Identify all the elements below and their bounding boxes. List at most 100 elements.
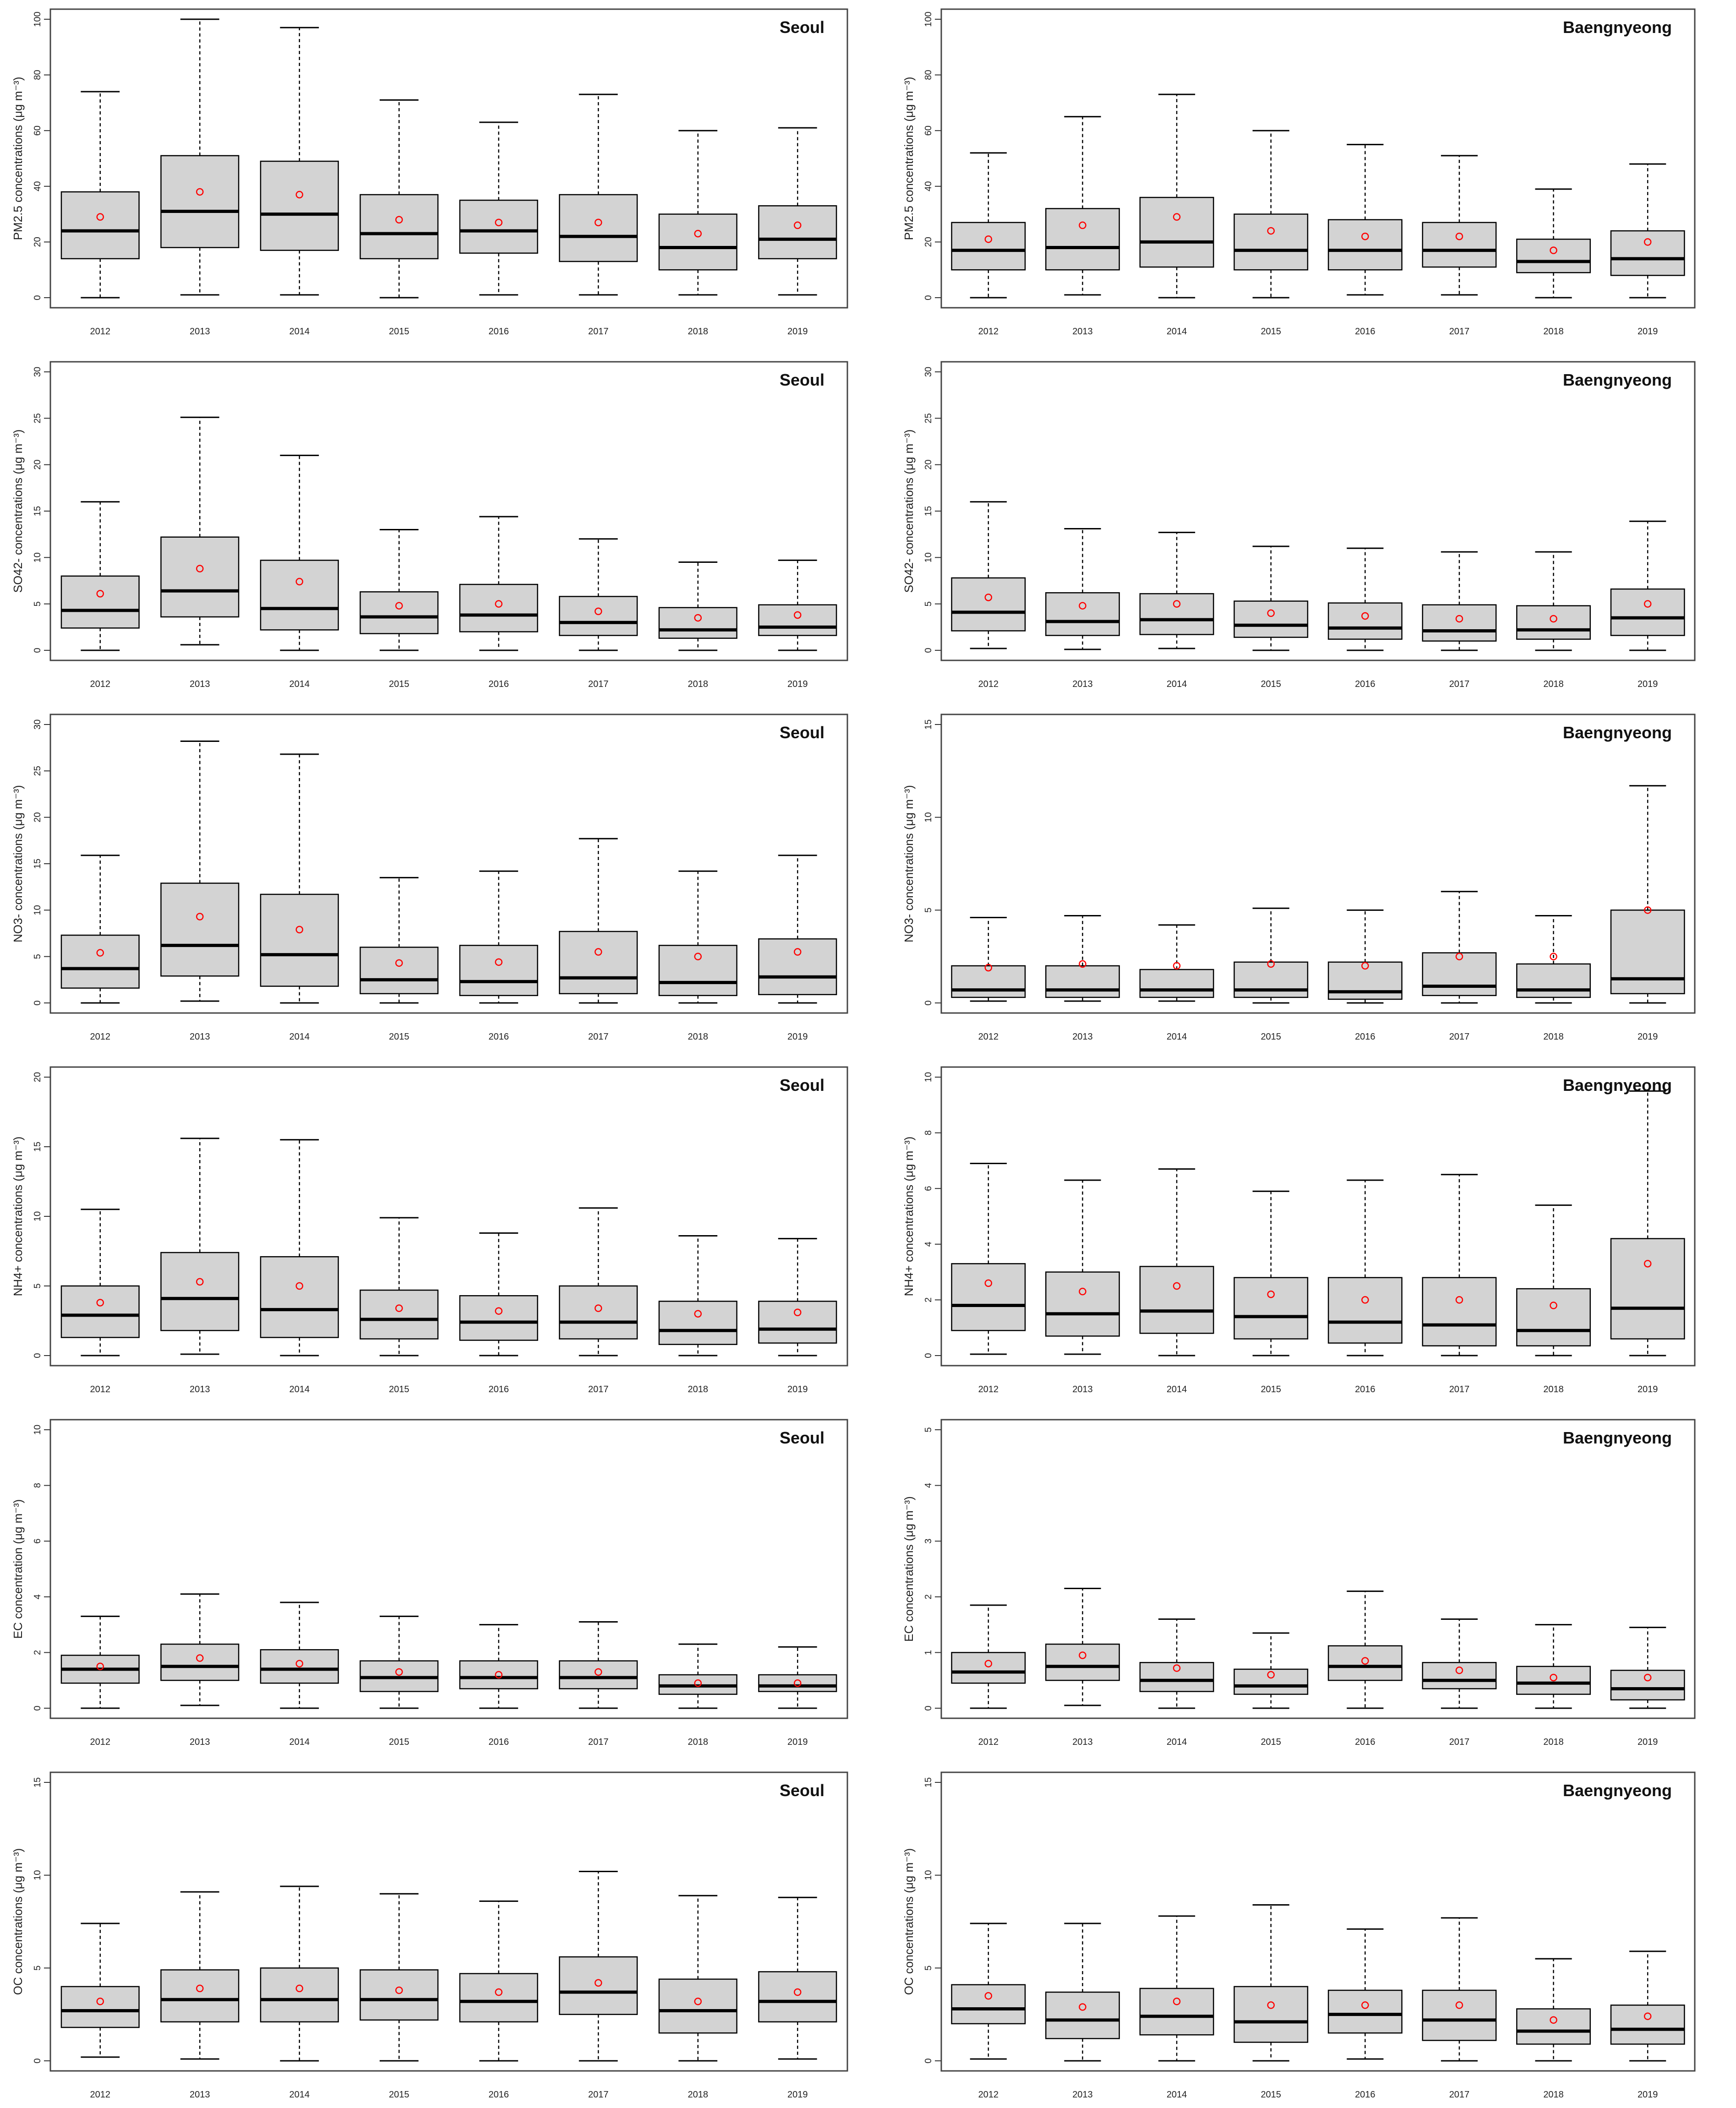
box-2018 [1516, 915, 1591, 1004]
mean-marker [1173, 1282, 1181, 1290]
box-2019 [1610, 1627, 1685, 1709]
iqr-box [559, 596, 638, 636]
box-2013 [1045, 116, 1120, 296]
x-tick-label: 2014 [1167, 2090, 1187, 2100]
y-tick-label: 8 [33, 1483, 43, 1488]
iqr-box [1139, 1266, 1214, 1334]
x-tick-label: 2012 [978, 1737, 999, 1747]
x-tick-label: 2018 [1543, 1737, 1564, 1747]
mean-marker [1550, 953, 1557, 960]
mean-marker [395, 959, 403, 967]
x-tick-label: 2015 [1261, 327, 1281, 337]
x-tick-label: 2017 [588, 2090, 609, 2100]
y-tick-label: 2 [923, 1594, 934, 1599]
x-tick-label: 2013 [190, 2090, 210, 2100]
y-axis-label: PM2.5 concentrations (μg m⁻³) [902, 77, 916, 240]
plot-frame [49, 1419, 848, 1719]
x-tick-label: 2018 [688, 1384, 709, 1394]
x-tick-label: 2012 [90, 679, 111, 689]
y-tick-label: 5 [33, 954, 43, 959]
iqr-box [60, 1285, 140, 1338]
panel-title: Seoul [780, 1781, 824, 1800]
iqr-box [459, 1973, 538, 2023]
box-2014 [1139, 1618, 1214, 1709]
mean-marker [495, 218, 502, 227]
box-2016 [459, 1232, 538, 1356]
y-tick-label: 80 [923, 70, 934, 80]
box-2018 [1516, 1958, 1591, 2062]
box-2012 [60, 501, 140, 651]
box-2019 [1610, 163, 1685, 299]
iqr-box [758, 938, 837, 996]
x-tick-label: 2015 [389, 1032, 409, 1042]
box-2013 [1045, 1923, 1120, 2062]
box-2016 [1327, 1928, 1403, 2060]
box-2015 [1234, 1190, 1309, 1356]
panel-1-seoul: 0 20 40 60 80 100 PM2.5 concentrations (μg m⁻³… [11, 8, 848, 337]
y-tick-label: 4 [923, 1242, 934, 1247]
x-tick-label: 2016 [1355, 2090, 1376, 2100]
x-tick-label: 2017 [588, 1032, 609, 1042]
y-tick-label: 10 [33, 1870, 43, 1880]
x-tick-label: 2017 [588, 679, 609, 689]
box-2017 [559, 1207, 638, 1356]
iqr-box [1610, 230, 1685, 276]
box-2019 [758, 127, 837, 296]
box-2019 [1610, 1950, 1685, 2062]
mean-marker [1550, 1302, 1557, 1309]
y-tick-label: 6 [33, 1539, 43, 1544]
x-tick-label: 2012 [90, 2090, 111, 2100]
iqr-box [1327, 219, 1403, 271]
y-axis-label: EC concentrations (μg m⁻³) [902, 1496, 916, 1642]
x-tick-label: 2014 [289, 2090, 310, 2100]
box-2013 [160, 416, 240, 646]
x-tick-label: 2018 [688, 327, 709, 337]
mean-marker [984, 964, 993, 972]
x-tick-label: 2014 [1167, 327, 1187, 337]
box-2014 [260, 1139, 339, 1356]
box-2016 [459, 516, 538, 651]
iqr-box [1139, 1988, 1214, 2036]
mean-marker [295, 1282, 303, 1290]
y-axis-label: SO42- concentrations (μg m⁻³) [902, 430, 916, 593]
y-tick-label: 10 [923, 552, 934, 562]
mean-marker [984, 235, 993, 243]
y-tick-label: 0 [923, 1353, 934, 1358]
mean-marker [96, 590, 104, 598]
box-2018 [1516, 1204, 1591, 1356]
x-tick-label: 2012 [978, 1032, 999, 1042]
box-2014 [260, 454, 339, 651]
iqr-box [60, 1986, 140, 2028]
mean-marker [1550, 246, 1557, 254]
x-tick-label: 2017 [1449, 1737, 1470, 1747]
x-tick-label: 2018 [688, 1737, 709, 1747]
mean-marker [1643, 906, 1652, 914]
y-tick-label: 0 [923, 1705, 934, 1710]
box-2017 [559, 1621, 638, 1709]
iqr-box [260, 160, 339, 251]
iqr-box [1139, 196, 1214, 268]
x-tick-label: 2014 [289, 1032, 310, 1042]
x-tick-label: 2015 [1261, 1384, 1281, 1394]
iqr-box [1422, 1277, 1497, 1346]
mean-marker [395, 602, 403, 610]
panel-2-baengnyeong: 0 5 10 15 20 25 30 SO42- concentrations (μg m⁻³… [902, 361, 1696, 689]
mean-marker [1267, 2001, 1275, 2009]
mean-marker [1361, 2001, 1369, 2009]
iqr-box [1045, 1271, 1120, 1337]
box-2015 [360, 1893, 439, 2062]
box-2016 [1327, 547, 1403, 651]
x-tick-label: 2013 [1072, 1384, 1093, 1394]
y-tick-label: 15 [33, 1777, 43, 1787]
box-2019 [758, 559, 837, 651]
mean-marker [1267, 227, 1275, 235]
y-tick-label: 100 [33, 11, 43, 27]
mean-marker [1173, 213, 1181, 221]
iqr-box [1422, 604, 1497, 642]
mean-marker [595, 607, 602, 616]
iqr-box [1327, 961, 1403, 1000]
x-tick-label: 2017 [1449, 1384, 1470, 1394]
box-2015 [360, 1615, 439, 1709]
y-tick-label: 60 [923, 125, 934, 136]
x-tick-label: 2012 [978, 1384, 999, 1394]
